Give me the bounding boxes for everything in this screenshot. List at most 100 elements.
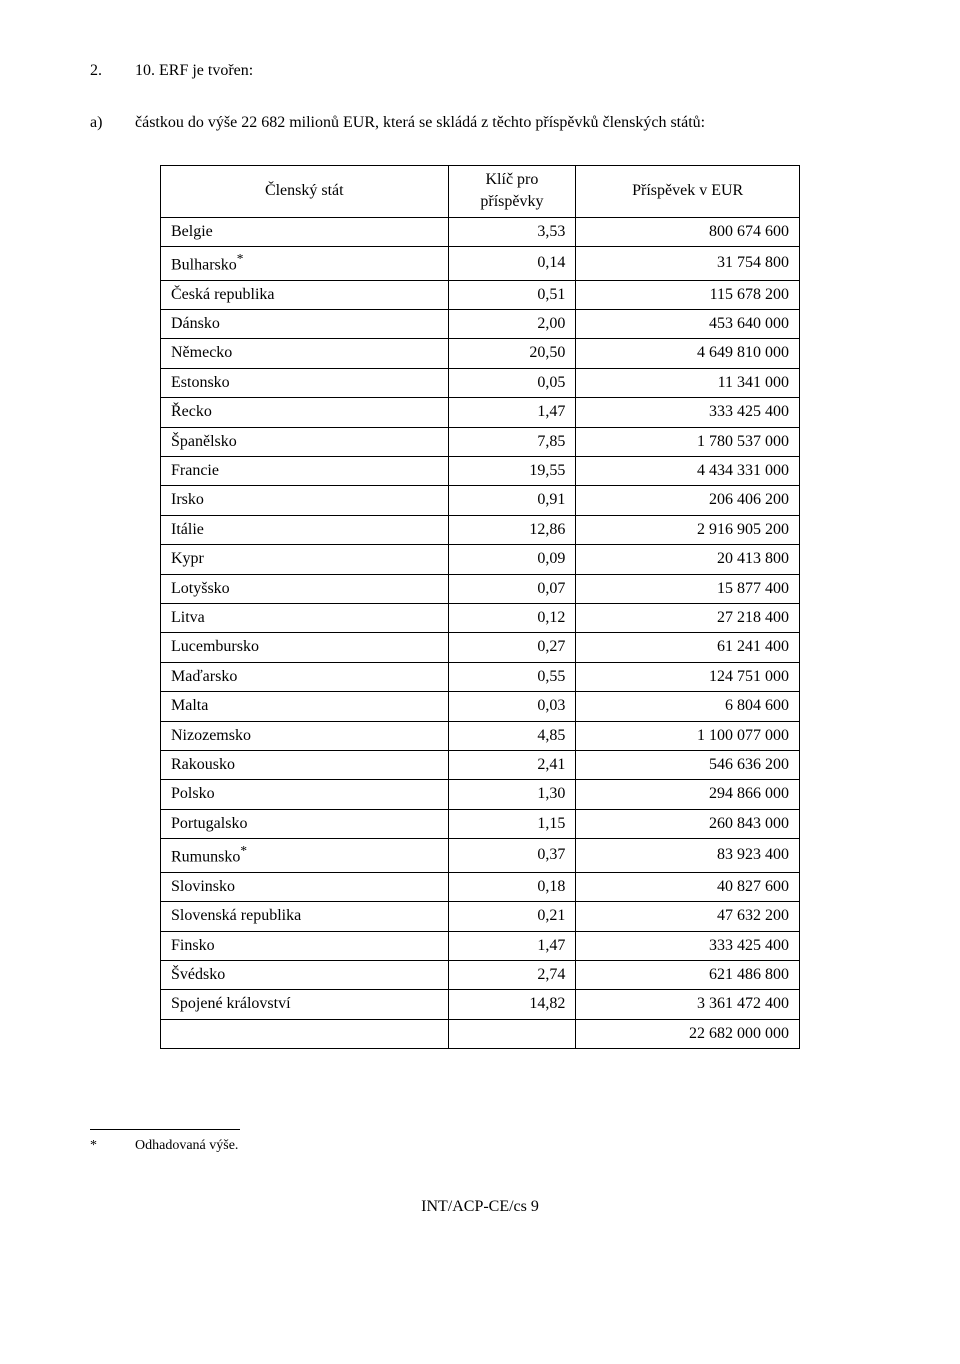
cell-key: 1,47 (448, 398, 576, 427)
cell-key: 12,86 (448, 515, 576, 544)
cell-value: 31 754 800 (576, 246, 800, 280)
contributions-table: Členský stát Klíč pro příspěvky Příspěve… (160, 165, 800, 1049)
table-row: Litva0,1227 218 400 (161, 603, 800, 632)
cell-key: 7,85 (448, 427, 576, 456)
table-row: Polsko1,30294 866 000 (161, 780, 800, 809)
table-row: Dánsko2,00453 640 000 (161, 310, 800, 339)
cell-country: Litva (161, 603, 449, 632)
cell-value: 621 486 800 (576, 960, 800, 989)
table-row: Irsko0,91206 406 200 (161, 486, 800, 515)
table-header-row: Členský stát Klíč pro příspěvky Příspěve… (161, 165, 800, 217)
cell-key: 0,51 (448, 280, 576, 309)
table-row: Rakousko2,41546 636 200 (161, 750, 800, 779)
footnote-mark: * (90, 1136, 135, 1156)
cell-value: 115 678 200 (576, 280, 800, 309)
cell-country: Nizozemsko (161, 721, 449, 750)
cell-country: Maďarsko (161, 662, 449, 691)
cell-key: 2,00 (448, 310, 576, 339)
table-row: Řecko1,47333 425 400 (161, 398, 800, 427)
table-row: Lotyšsko0,0715 877 400 (161, 574, 800, 603)
cell-key: 0,91 (448, 486, 576, 515)
cell-empty (448, 1019, 576, 1048)
cell-key: 0,27 (448, 633, 576, 662)
col-header-key: Klíč pro příspěvky (448, 165, 576, 217)
cell-key: 1,47 (448, 931, 576, 960)
cell-country: Spojené království (161, 990, 449, 1019)
cell-value: 61 241 400 (576, 633, 800, 662)
table-row: Rumunsko*0,3783 923 400 (161, 839, 800, 873)
table-row: Malta0,036 804 600 (161, 692, 800, 721)
cell-key: 0,03 (448, 692, 576, 721)
cell-country: Portugalsko (161, 809, 449, 838)
cell-key: 1,30 (448, 780, 576, 809)
table-row: Francie19,554 434 331 000 (161, 457, 800, 486)
cell-country: Polsko (161, 780, 449, 809)
table-row: Bulharsko*0,1431 754 800 (161, 246, 800, 280)
cell-value: 1 100 077 000 (576, 721, 800, 750)
cell-value: 800 674 600 (576, 217, 800, 246)
cell-key: 0,37 (448, 839, 576, 873)
cell-value: 2 916 905 200 (576, 515, 800, 544)
cell-value: 1 780 537 000 (576, 427, 800, 456)
cell-country: Česká republika (161, 280, 449, 309)
cell-value: 4 649 810 000 (576, 339, 800, 368)
cell-key: 1,15 (448, 809, 576, 838)
cell-value: 294 866 000 (576, 780, 800, 809)
table-row: Nizozemsko4,851 100 077 000 (161, 721, 800, 750)
table-row: Česká republika0,51115 678 200 (161, 280, 800, 309)
cell-key: 0,09 (448, 545, 576, 574)
table-total-row: 22 682 000 000 (161, 1019, 800, 1048)
subparagraph-label: a) (90, 112, 135, 134)
cell-country: Bulharsko* (161, 246, 449, 280)
cell-total: 22 682 000 000 (576, 1019, 800, 1048)
cell-value: 3 361 472 400 (576, 990, 800, 1019)
page-footer: INT/ACP-CE/cs 9 (90, 1196, 870, 1218)
cell-key: 0,12 (448, 603, 576, 632)
cell-value: 546 636 200 (576, 750, 800, 779)
cell-country: Slovinsko (161, 872, 449, 901)
table-row: Slovenská republika0,2147 632 200 (161, 902, 800, 931)
cell-country: Rakousko (161, 750, 449, 779)
cell-key: 0,18 (448, 872, 576, 901)
cell-value: 333 425 400 (576, 931, 800, 960)
cell-country: Francie (161, 457, 449, 486)
table-row: Kypr0,0920 413 800 (161, 545, 800, 574)
table-row: Portugalsko1,15260 843 000 (161, 809, 800, 838)
cell-country: Slovenská republika (161, 902, 449, 931)
cell-country: Irsko (161, 486, 449, 515)
cell-country: Estonsko (161, 368, 449, 397)
footnote-separator (90, 1129, 240, 1130)
cell-value: 27 218 400 (576, 603, 800, 632)
cell-empty (161, 1019, 449, 1048)
table-row: Španělsko7,851 780 537 000 (161, 427, 800, 456)
subparagraph-text: částkou do výše 22 682 milionů EUR, kter… (135, 112, 870, 134)
cell-country: Dánsko (161, 310, 449, 339)
subparagraph-a: a) částkou do výše 22 682 milionů EUR, k… (90, 112, 870, 134)
cell-key: 0,14 (448, 246, 576, 280)
cell-value: 11 341 000 (576, 368, 800, 397)
cell-country: Německo (161, 339, 449, 368)
table-row: Německo20,504 649 810 000 (161, 339, 800, 368)
cell-country: Švédsko (161, 960, 449, 989)
cell-key: 14,82 (448, 990, 576, 1019)
table-row: Estonsko0,0511 341 000 (161, 368, 800, 397)
table-body: Belgie3,53800 674 600Bulharsko*0,1431 75… (161, 217, 800, 1049)
cell-value: 453 640 000 (576, 310, 800, 339)
paragraph-number: 2. (90, 60, 135, 82)
cell-value: 333 425 400 (576, 398, 800, 427)
cell-key: 0,55 (448, 662, 576, 691)
table-row: Lucembursko0,2761 241 400 (161, 633, 800, 662)
paragraph-text: 10. ERF je tvořen: (135, 60, 870, 82)
cell-value: 83 923 400 (576, 839, 800, 873)
cell-country: Kypr (161, 545, 449, 574)
cell-country: Rumunsko* (161, 839, 449, 873)
cell-value: 4 434 331 000 (576, 457, 800, 486)
footnote-text: Odhadovaná výše. (135, 1136, 238, 1156)
cell-country: Malta (161, 692, 449, 721)
col-header-state: Členský stát (161, 165, 449, 217)
cell-key: 2,41 (448, 750, 576, 779)
cell-key: 0,07 (448, 574, 576, 603)
cell-key: 3,53 (448, 217, 576, 246)
cell-value: 6 804 600 (576, 692, 800, 721)
cell-key: 19,55 (448, 457, 576, 486)
